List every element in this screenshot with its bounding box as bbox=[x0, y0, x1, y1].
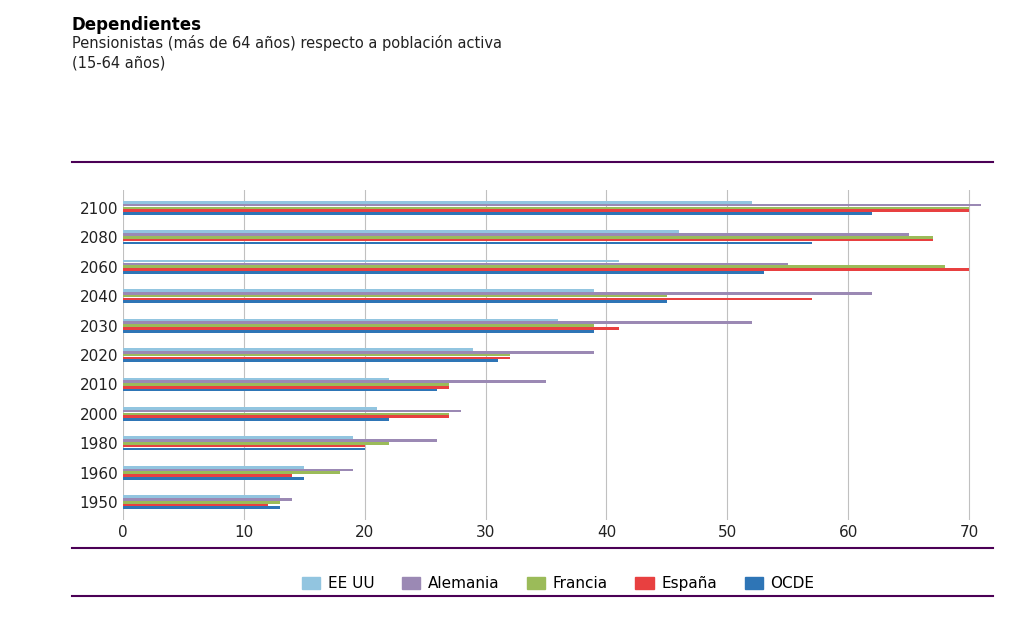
Bar bbox=[123, 289, 594, 292]
Bar bbox=[123, 501, 280, 503]
Bar bbox=[123, 260, 618, 262]
Text: Dependientes: Dependientes bbox=[72, 16, 202, 34]
Bar bbox=[123, 295, 667, 297]
Bar bbox=[123, 389, 437, 391]
Bar bbox=[123, 507, 280, 509]
Bar bbox=[123, 466, 304, 469]
Bar bbox=[123, 324, 594, 327]
Bar bbox=[123, 386, 450, 389]
Bar bbox=[123, 448, 365, 450]
Bar bbox=[123, 474, 292, 477]
Bar bbox=[123, 415, 450, 418]
Bar bbox=[123, 439, 437, 442]
Bar bbox=[123, 410, 462, 413]
Bar bbox=[123, 236, 933, 238]
Bar bbox=[123, 495, 280, 498]
Bar bbox=[123, 242, 812, 244]
Bar bbox=[123, 378, 389, 380]
Bar bbox=[123, 477, 304, 480]
Bar bbox=[123, 348, 473, 351]
Bar bbox=[123, 356, 510, 359]
Bar bbox=[123, 498, 292, 501]
Bar bbox=[123, 380, 546, 383]
Bar bbox=[123, 436, 352, 439]
Bar bbox=[123, 266, 945, 268]
Bar bbox=[123, 413, 450, 415]
Bar bbox=[123, 383, 450, 386]
Bar bbox=[123, 351, 594, 354]
Text: Pensionistas (más de 64 años) respecto a población activa
(15-64 años): Pensionistas (más de 64 años) respecto a… bbox=[72, 35, 502, 70]
Bar bbox=[123, 442, 389, 444]
Bar bbox=[123, 207, 969, 209]
Legend: EE UU, Alemania, Francia, España, OCDE: EE UU, Alemania, Francia, España, OCDE bbox=[296, 571, 820, 598]
Bar bbox=[123, 472, 340, 474]
Bar bbox=[123, 445, 365, 448]
Bar bbox=[123, 201, 752, 204]
Bar bbox=[123, 330, 594, 332]
Bar bbox=[123, 503, 268, 507]
Bar bbox=[123, 233, 908, 236]
Bar bbox=[123, 268, 969, 271]
Bar bbox=[123, 359, 498, 362]
Bar bbox=[123, 239, 933, 242]
Bar bbox=[123, 212, 872, 215]
Bar bbox=[123, 204, 981, 207]
Bar bbox=[123, 407, 377, 410]
Bar bbox=[123, 271, 764, 274]
Bar bbox=[123, 327, 618, 330]
Bar bbox=[123, 209, 969, 212]
Bar bbox=[123, 301, 667, 303]
Bar bbox=[123, 319, 558, 321]
Bar bbox=[123, 230, 679, 233]
Bar bbox=[123, 354, 510, 356]
Bar bbox=[123, 292, 872, 295]
Bar bbox=[123, 469, 352, 471]
Bar bbox=[123, 297, 812, 301]
Bar bbox=[123, 418, 389, 421]
Bar bbox=[123, 321, 752, 324]
Bar bbox=[123, 262, 787, 265]
